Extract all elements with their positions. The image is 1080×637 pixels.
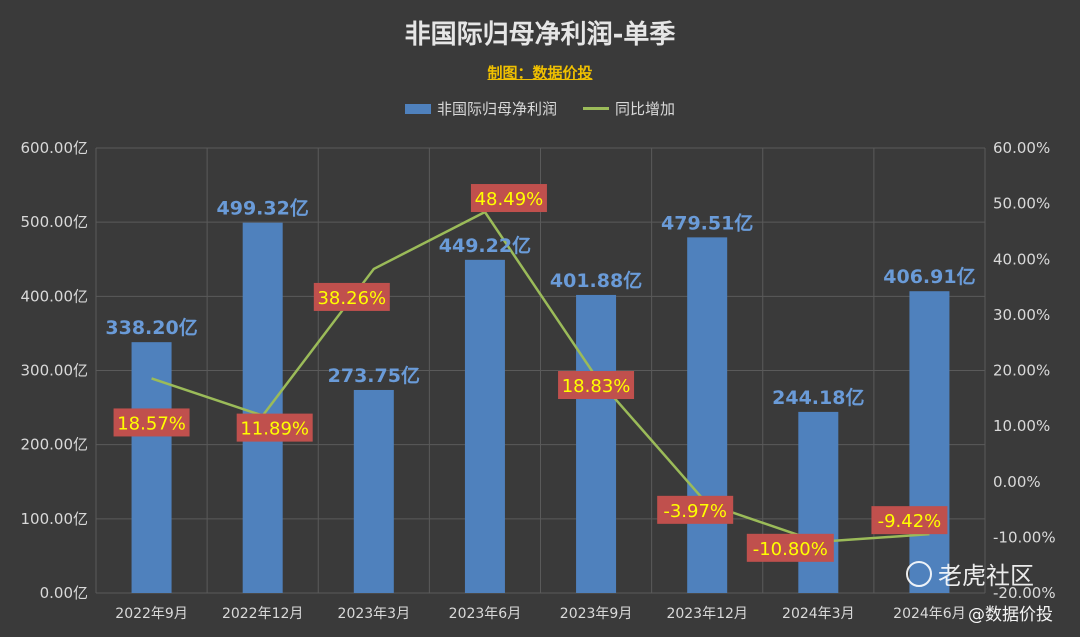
left-axis-tick-label: 200.00亿 xyxy=(21,436,89,454)
left-axis-tick-label: 600.00亿 xyxy=(21,139,89,157)
right-axis-tick-label: -20.00% xyxy=(993,584,1056,602)
right-axis-tick-label: 40.00% xyxy=(993,250,1050,268)
bar xyxy=(798,411,839,593)
left-axis-tick-label: 0.00亿 xyxy=(40,584,88,602)
bar xyxy=(909,291,950,593)
line-data-label-box xyxy=(871,506,948,535)
line-data-label: -3.97% xyxy=(663,501,727,522)
line-data-label-box xyxy=(746,533,834,562)
line-data-label: 48.49% xyxy=(475,189,544,210)
line-data-label-box xyxy=(313,282,390,311)
left-axis-tick-label: 400.00亿 xyxy=(21,287,89,305)
x-axis-tick-label: 2022年9月 xyxy=(115,606,188,622)
line-data-label-box xyxy=(470,184,547,213)
left-axis-tick-label: 300.00亿 xyxy=(21,362,89,380)
watermark-brand-text: 老虎社区 xyxy=(938,562,1034,590)
right-axis-tick-label: -10.00% xyxy=(993,528,1056,546)
right-axis-tick-label: 20.00% xyxy=(993,362,1050,380)
right-axis-tick-label: 50.00% xyxy=(993,195,1050,213)
line-data-label-box xyxy=(236,413,313,442)
bar-data-label: 479.51亿 xyxy=(661,211,753,234)
bar xyxy=(464,259,505,593)
line-data-label-box xyxy=(657,495,734,524)
bar xyxy=(242,222,283,593)
chart-subtitle: 制图：数据价投 xyxy=(487,64,593,82)
line-data-label: 11.89% xyxy=(240,419,309,440)
chart-legend: 非国际归母净利润 同比增加 xyxy=(0,98,1080,119)
line-data-label-box xyxy=(113,408,190,437)
tiger-logo-icon xyxy=(906,560,932,587)
bar xyxy=(131,342,172,593)
legend-item-line: 同比增加 xyxy=(583,98,675,119)
bar xyxy=(687,237,728,594)
x-axis-tick-label: 2023年6月 xyxy=(449,606,522,622)
x-axis-tick-label: 2023年12月 xyxy=(666,606,747,622)
legend-item-bar: 非国际归母净利润 xyxy=(404,98,557,119)
legend-bar-swatch xyxy=(404,103,431,114)
left-axis-tick-label: 100.00亿 xyxy=(21,510,89,528)
bar xyxy=(576,294,617,593)
bar-data-label: 499.32亿 xyxy=(217,197,309,220)
line-data-label: 38.26% xyxy=(317,288,386,309)
bar-data-label: 449.22亿 xyxy=(439,234,531,257)
line-data-label: 18.83% xyxy=(562,376,631,397)
line-data-label: -10.80% xyxy=(753,539,828,560)
right-axis-tick-label: 0.00% xyxy=(993,473,1041,491)
watermark-author: @数据价投 xyxy=(968,605,1053,625)
right-axis-tick-label: 30.00% xyxy=(993,306,1050,324)
legend-line-swatch xyxy=(583,107,609,110)
chart-title: 非国际归母净利润-单季 xyxy=(404,20,676,50)
line-data-label: -9.42% xyxy=(878,511,942,532)
bar-data-label: 406.91亿 xyxy=(883,265,975,288)
bar-data-label: 401.88亿 xyxy=(550,269,642,292)
left-axis-tick-label: 500.00亿 xyxy=(21,213,89,231)
line-data-label: 18.57% xyxy=(117,413,186,434)
line-data-label-box xyxy=(558,371,635,400)
right-axis-tick-label: 10.00% xyxy=(993,417,1050,435)
legend-bar-label: 非国际归母净利润 xyxy=(436,100,557,118)
bar-data-label: 273.75亿 xyxy=(328,364,420,387)
x-axis-tick-label: 2024年3月 xyxy=(782,606,855,622)
x-axis-tick-label: 2023年9月 xyxy=(560,606,633,622)
x-axis-tick-label: 2022年12月 xyxy=(222,606,303,622)
bar-data-label: 244.18亿 xyxy=(772,386,864,409)
bar-data-label: 338.20亿 xyxy=(105,316,197,339)
bar xyxy=(353,389,394,593)
right-axis-tick-label: 60.00% xyxy=(993,139,1050,157)
watermark-brand: 老虎社区 xyxy=(906,556,1034,591)
x-axis-tick-label: 2024年6月 xyxy=(893,606,966,622)
legend-line-label: 同比增加 xyxy=(615,100,676,118)
x-axis-tick-label: 2023年3月 xyxy=(338,606,411,622)
